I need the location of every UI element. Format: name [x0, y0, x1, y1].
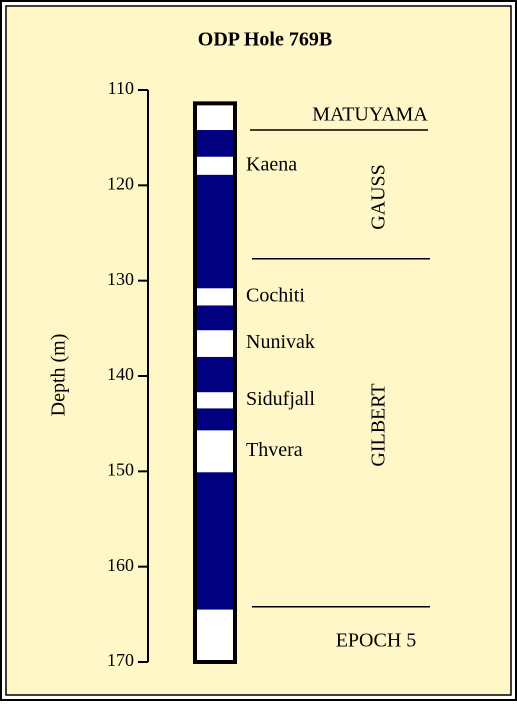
normal-interval	[195, 356, 235, 393]
epoch-label: EPOCH 5	[336, 630, 417, 652]
y-axis-label: Depth (m)	[48, 334, 70, 417]
column-outline	[193, 101, 237, 664]
y-tick-label: 130	[107, 269, 134, 289]
normal-interval	[195, 472, 235, 610]
event-label: Cochiti	[246, 284, 305, 306]
event-label: Thvera	[246, 439, 303, 461]
y-tick-label: 170	[107, 650, 134, 670]
epoch-label: MATUYAMA	[312, 104, 428, 126]
y-tick-label: 120	[107, 173, 134, 193]
event-label: Sidufjall	[246, 388, 315, 410]
normal-interval	[195, 174, 235, 289]
normal-interval	[195, 305, 235, 331]
panel	[5, 5, 512, 696]
normal-interval	[195, 408, 235, 431]
chart-title: ODP Hole 769B	[198, 29, 332, 51]
event-label: Kaena	[246, 153, 297, 175]
epoch-label: GILBERT	[368, 383, 390, 466]
epoch-label: GAUSS	[368, 164, 390, 230]
y-tick-label: 110	[108, 78, 134, 98]
event-label: Nunivak	[246, 331, 315, 353]
y-tick-label: 150	[107, 459, 134, 479]
y-tick-label: 140	[107, 364, 134, 384]
normal-interval	[195, 130, 235, 157]
y-tick-label: 160	[107, 555, 134, 575]
